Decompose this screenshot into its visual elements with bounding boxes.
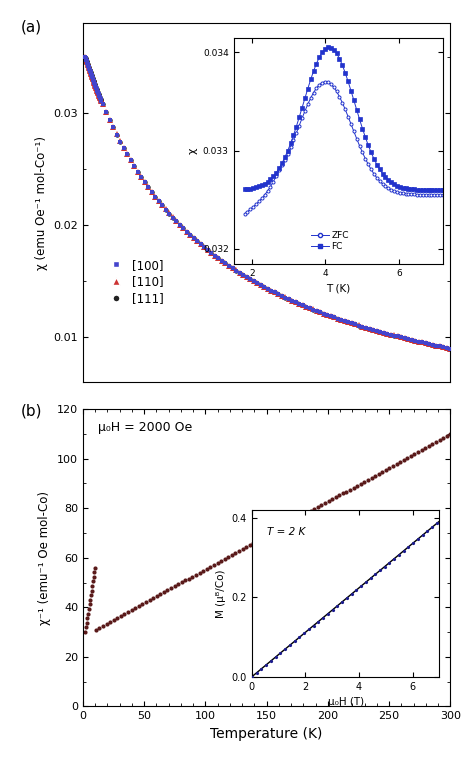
- Text: (b): (b): [20, 403, 42, 418]
- Text: (a): (a): [20, 19, 42, 35]
- X-axis label: Temperature (K): Temperature (K): [210, 726, 323, 741]
- Y-axis label: χ⁻¹ (emu⁻¹ Oe mol-Co): χ⁻¹ (emu⁻¹ Oe mol-Co): [38, 491, 51, 625]
- Text: μ₀H = 2000 Oe: μ₀H = 2000 Oe: [98, 421, 192, 434]
- Legend: [100], [110], [111]: [100], [110], [111]: [100, 254, 168, 310]
- Y-axis label: χ (emu Oe⁻¹ mol-Co⁻¹): χ (emu Oe⁻¹ mol-Co⁻¹): [35, 136, 48, 269]
